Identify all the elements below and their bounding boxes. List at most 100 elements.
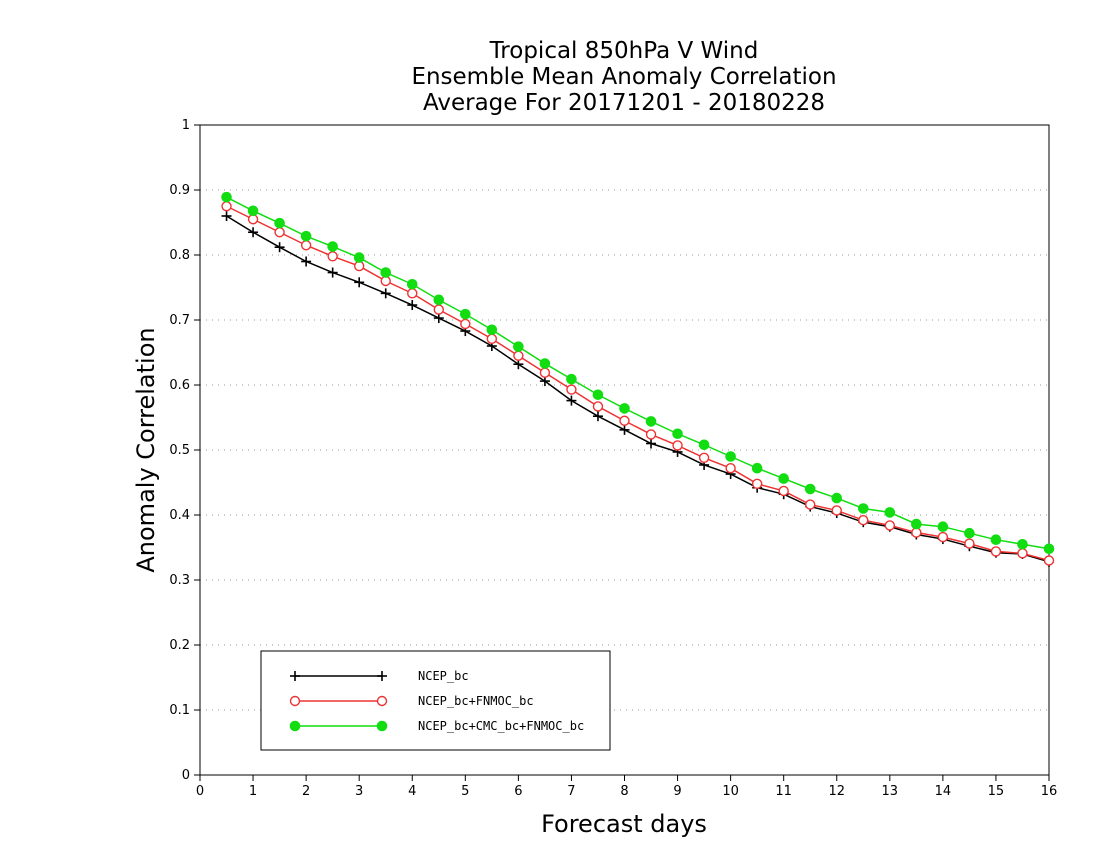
data-point [937,521,949,533]
data-point [274,227,285,238]
tick-layer: 00.10.20.30.40.50.60.70.80.910 1 2 3 4 5 6 7 8 9 1… [169,118,1057,799]
data-point [539,367,551,378]
data-point [831,492,843,504]
data-point [592,401,604,412]
data-point [592,389,604,401]
data-point [221,201,232,212]
data-point [990,546,1002,557]
data-point [858,515,869,526]
data-point [248,227,259,238]
data-point [672,440,683,451]
grid-layer [200,189,1049,711]
y-tick-label: 0.1 [169,703,190,718]
data-point [725,463,736,474]
series-line [226,196,1050,550]
data-point [592,411,603,422]
x-tick-label: 7 [567,784,575,799]
data-point [247,205,259,217]
data-point [353,252,365,263]
data-point [300,230,312,242]
data-point [805,499,816,510]
data-point [376,695,388,707]
legend-items: NCEP_bc NCEP_bc+FNMOC_bc NCEP_bc+CMC_bc+FN… [289,669,584,733]
y-tick-label: 0.9 [169,183,190,198]
data-point [566,384,577,395]
y-tick-label: 1 [182,118,190,133]
data-point [380,288,391,299]
y-tick-label: 0.2 [169,638,190,653]
data-point [460,318,471,330]
data-point [751,462,763,474]
x-tick-label: 2 [302,784,310,799]
legend-item: NCEP_bc+FNMOC_bc [289,694,534,708]
chart-title-line-1: Tropical 850hPa V Wind [489,38,759,64]
data-point [778,485,789,497]
data-point [301,256,312,267]
data-point [911,518,922,530]
data-point [619,403,630,414]
legend-label: NCEP_bc+CMC_bc+FNMOC_bc [418,719,584,733]
data-point [486,333,498,345]
data-point [672,428,683,440]
data-point [1017,548,1028,559]
x-tick-label: 6 [514,784,522,799]
y-tick-label: 0.8 [169,248,190,263]
series-layer [221,191,1055,567]
data-point [327,267,338,278]
x-tick-label: 8 [620,784,628,799]
data-point [831,505,842,516]
data-point [566,395,577,406]
legend-label: NCEP_bc [418,669,469,683]
series-1 [221,211,1054,567]
chart-title-line-2: Ensemble Mean Anomaly Correlation [411,64,836,90]
x-tick-label: 10 [722,784,739,799]
data-point [221,211,232,221]
data-point [725,451,736,462]
y-tick-label: 0.7 [169,313,190,328]
series-3 [221,191,1055,555]
x-tick-label: 16 [1041,784,1058,799]
x-tick-label: 4 [408,784,416,799]
legend: NCEP_bc NCEP_bc+FNMOC_bc NCEP_bc+CMC_bc+FN… [260,650,611,751]
y-tick-label: 0.6 [169,378,190,393]
x-axis-title: Forecast days [541,810,707,838]
data-point [407,300,418,311]
series-line [226,205,1050,562]
x-tick-label: 9 [673,784,681,799]
data-point [539,358,551,369]
data-point [486,324,498,336]
data-point [1017,538,1028,550]
data-point [619,424,630,435]
data-point [645,429,657,440]
x-tick-label: 15 [988,784,1005,799]
x-tick-label: 13 [882,784,899,799]
data-point [354,277,365,288]
data-point [884,520,896,531]
data-point [221,191,232,203]
data-point [300,240,312,251]
data-point [645,416,657,427]
data-point [380,267,392,278]
data-point [377,671,387,681]
data-point [513,350,524,361]
legend-label: NCEP_bc+FNMOC_bc [418,694,534,708]
data-point [376,720,388,732]
x-tick-label: 5 [461,784,469,799]
data-point [327,251,338,262]
data-point [1043,543,1055,555]
data-point [433,304,444,315]
y-axis-title: Anomaly Correlation [132,327,160,572]
y-tick-label: 0.4 [169,508,190,523]
legend-item: NCEP_bc [290,669,469,683]
data-point [566,373,577,385]
data-point [751,478,763,489]
data-point [406,278,418,290]
data-point [290,671,300,681]
data-point [380,275,391,287]
data-point [937,531,949,543]
x-tick-label: 0 [196,784,204,799]
data-point [884,507,896,518]
data-point [619,415,630,426]
